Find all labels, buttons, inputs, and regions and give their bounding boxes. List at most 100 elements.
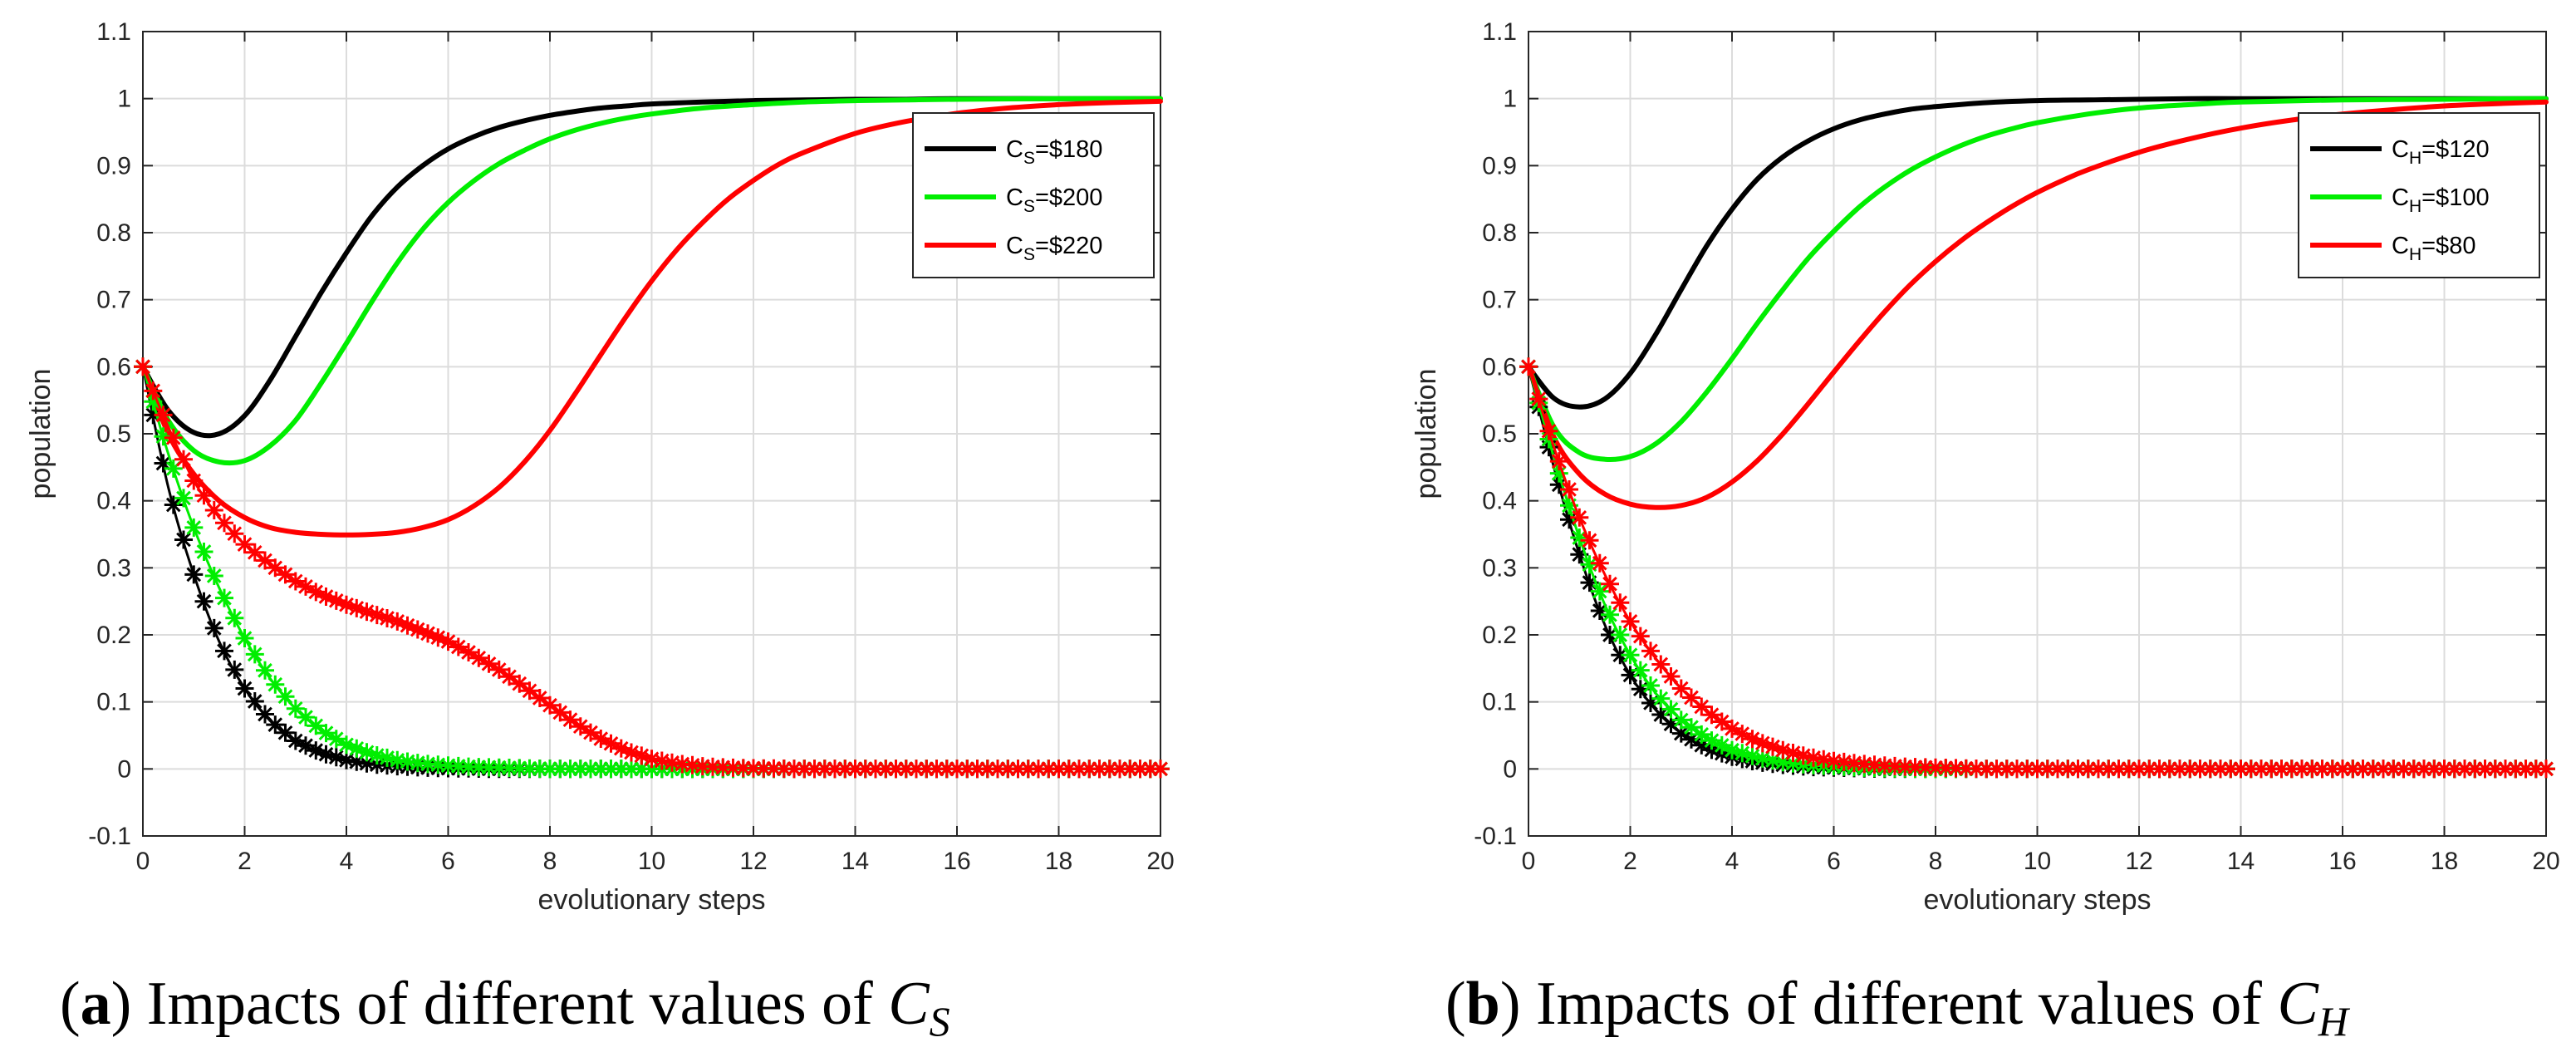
- series-marker-c-h-80-starred: [2485, 760, 2505, 779]
- series-marker-c-s-220-starred: [764, 759, 783, 778]
- series-marker-c-s-200-starred: [622, 760, 640, 779]
- y-tick-label: 0.5: [96, 420, 131, 448]
- x-tick-label: 16: [2328, 848, 2356, 875]
- series-marker-c-s-220-starred: [581, 723, 600, 742]
- x-tick-label: 12: [2125, 848, 2152, 875]
- legend-item: CS=$220: [925, 233, 1102, 264]
- series-marker-c-s-220-starred: [642, 750, 661, 769]
- series-marker-c-s-220-starred: [449, 637, 468, 656]
- series-marker-c-s-220-starred: [1151, 760, 1170, 779]
- series-marker-c-s-220-starred: [541, 696, 559, 715]
- series-marker-c-s-220-starred: [1049, 760, 1068, 779]
- series-marker-c-h-80-starred: [1865, 755, 1884, 774]
- series-line-c-s-200: [140, 96, 1163, 466]
- series-marker-c-h-80-starred: [2333, 760, 2352, 779]
- series-marker-c-s-200-starred: [164, 459, 183, 478]
- legend: CH=$120 CH=$100 CH=$80: [2298, 112, 2540, 278]
- series-marker-c-s-220-starred: [429, 628, 448, 647]
- series-marker-c-h-100-starred: [1641, 676, 1660, 695]
- series-marker-c-s-200-starred: [459, 757, 478, 776]
- series-marker-c-h-80-starred: [1570, 508, 1589, 527]
- series-marker-c-h-80-starred: [2078, 760, 2098, 779]
- series-marker-c-s-200-starred: [551, 760, 570, 779]
- series-marker-c-s-220-starred: [1111, 760, 1129, 779]
- series-marker-c-h-100-starred: [1651, 689, 1671, 708]
- series-marker-c-s-220-starred: [622, 743, 640, 762]
- series-marker-c-s-180-starred: [326, 748, 346, 767]
- series-marker-c-h-80-starred: [2028, 760, 2047, 779]
- series-marker-c-h-80-starred: [2466, 760, 2485, 779]
- series-marker-c-h-80-starred: [1824, 751, 1843, 770]
- series-marker-c-s-220-starred: [144, 381, 163, 401]
- series-marker-c-s-180-starred: [316, 745, 336, 764]
- series-marker-c-s-220-starred: [673, 755, 692, 774]
- series-marker-c-s-220-starred: [367, 606, 386, 625]
- series-marker-c-s-220-starred: [245, 543, 264, 562]
- series-marker-c-h-80-starred: [2496, 760, 2515, 779]
- series-marker-c-s-180-starred: [174, 530, 193, 549]
- series-layer: [134, 96, 1170, 779]
- y-tick-label: 0.7: [1482, 287, 1517, 314]
- series-marker-c-s-220-starred: [826, 760, 844, 779]
- y-tick-label: 0.3: [1482, 554, 1517, 582]
- x-tick-label: 6: [441, 848, 455, 875]
- series-marker-c-s-200-starred: [429, 755, 448, 774]
- y-axis-label: population: [1411, 369, 1442, 499]
- x-tick-label: 12: [739, 848, 767, 875]
- series-marker-c-h-80-starred: [1753, 734, 1772, 753]
- series-marker-c-s-220-starred: [215, 514, 233, 533]
- series-marker-c-s-220-starred: [999, 760, 1018, 779]
- series-marker-c-h-100-starred: [1549, 464, 1568, 483]
- series-marker-c-h-80-starred: [1692, 697, 1711, 716]
- series-marker-c-s-200-starred: [307, 716, 326, 735]
- series-marker-c-h-80-starred: [2038, 760, 2057, 779]
- series-marker-c-s-200-starred: [398, 752, 417, 771]
- series-marker-c-h-80-starred: [2272, 760, 2291, 779]
- y-tick-label: -0.1: [88, 823, 131, 850]
- series-marker-c-h-120-starred: [1651, 705, 1671, 724]
- series-marker-c-s-220-starred: [276, 565, 295, 584]
- series-marker-c-s-220-starred: [1100, 760, 1119, 779]
- series-marker-c-s-220-starred: [134, 357, 152, 376]
- series-marker-c-s-220-starred: [510, 674, 529, 693]
- series-marker-c-h-80-starred: [1723, 719, 1741, 738]
- series-marker-c-h-80-starred: [2516, 760, 2535, 779]
- y-tick-label: 0.5: [1482, 420, 1517, 448]
- y-tick-label: 0: [117, 755, 131, 783]
- series-marker-c-h-80-starred: [2445, 760, 2464, 779]
- series-marker-c-h-80-starred: [1529, 390, 1548, 409]
- series-marker-c-h-80-starred: [2475, 760, 2495, 779]
- legend-item: CH=$100: [2310, 184, 2490, 216]
- series-marker-c-s-200-starred: [367, 746, 386, 764]
- series-marker-c-s-220-starred: [1080, 760, 1099, 779]
- series-marker-c-h-80-starred: [2130, 760, 2148, 779]
- series-marker-c-s-220-starred: [968, 760, 987, 779]
- series-marker-c-h-100-starred: [1601, 605, 1619, 624]
- series-marker-c-s-200-starred: [215, 588, 233, 607]
- legend-label: CS=$200: [1006, 184, 1102, 216]
- series-marker-c-s-220-starred: [886, 760, 905, 779]
- y-tick-label: 0.2: [96, 622, 131, 649]
- series-marker-c-s-200-starred: [601, 760, 621, 779]
- series-marker-c-s-200-starred: [276, 687, 295, 706]
- series-marker-c-s-220-starred: [1070, 760, 1088, 779]
- series-marker-c-h-100-starred: [1784, 754, 1803, 773]
- series-marker-c-s-220-starred: [907, 760, 925, 779]
- series-marker-c-s-200-starred: [561, 760, 580, 779]
- series-marker-c-h-80-starred: [2262, 760, 2281, 779]
- series-marker-c-s-180-starred: [144, 406, 163, 425]
- series-marker-c-h-80-starred: [2241, 760, 2260, 779]
- x-tick-label: 8: [543, 848, 557, 875]
- series-marker-c-h-100-starred: [1753, 749, 1772, 768]
- series-marker-c-h-120-starred: [1601, 626, 1619, 644]
- series-marker-c-h-80-starred: [1702, 705, 1721, 725]
- series-marker-c-h-80-starred: [2526, 760, 2545, 779]
- series-line-c-s-220: [140, 98, 1163, 538]
- series-marker-c-s-220-starred: [896, 760, 915, 779]
- series-marker-c-s-200-starred: [419, 755, 437, 774]
- series-marker-c-h-80-starred: [2068, 760, 2088, 779]
- series-marker-c-s-220-starred: [479, 654, 498, 673]
- y-tick-label: 0: [1503, 755, 1517, 783]
- series-marker-c-s-180-starred: [286, 731, 305, 750]
- series-marker-c-h-80-starred: [2425, 760, 2444, 779]
